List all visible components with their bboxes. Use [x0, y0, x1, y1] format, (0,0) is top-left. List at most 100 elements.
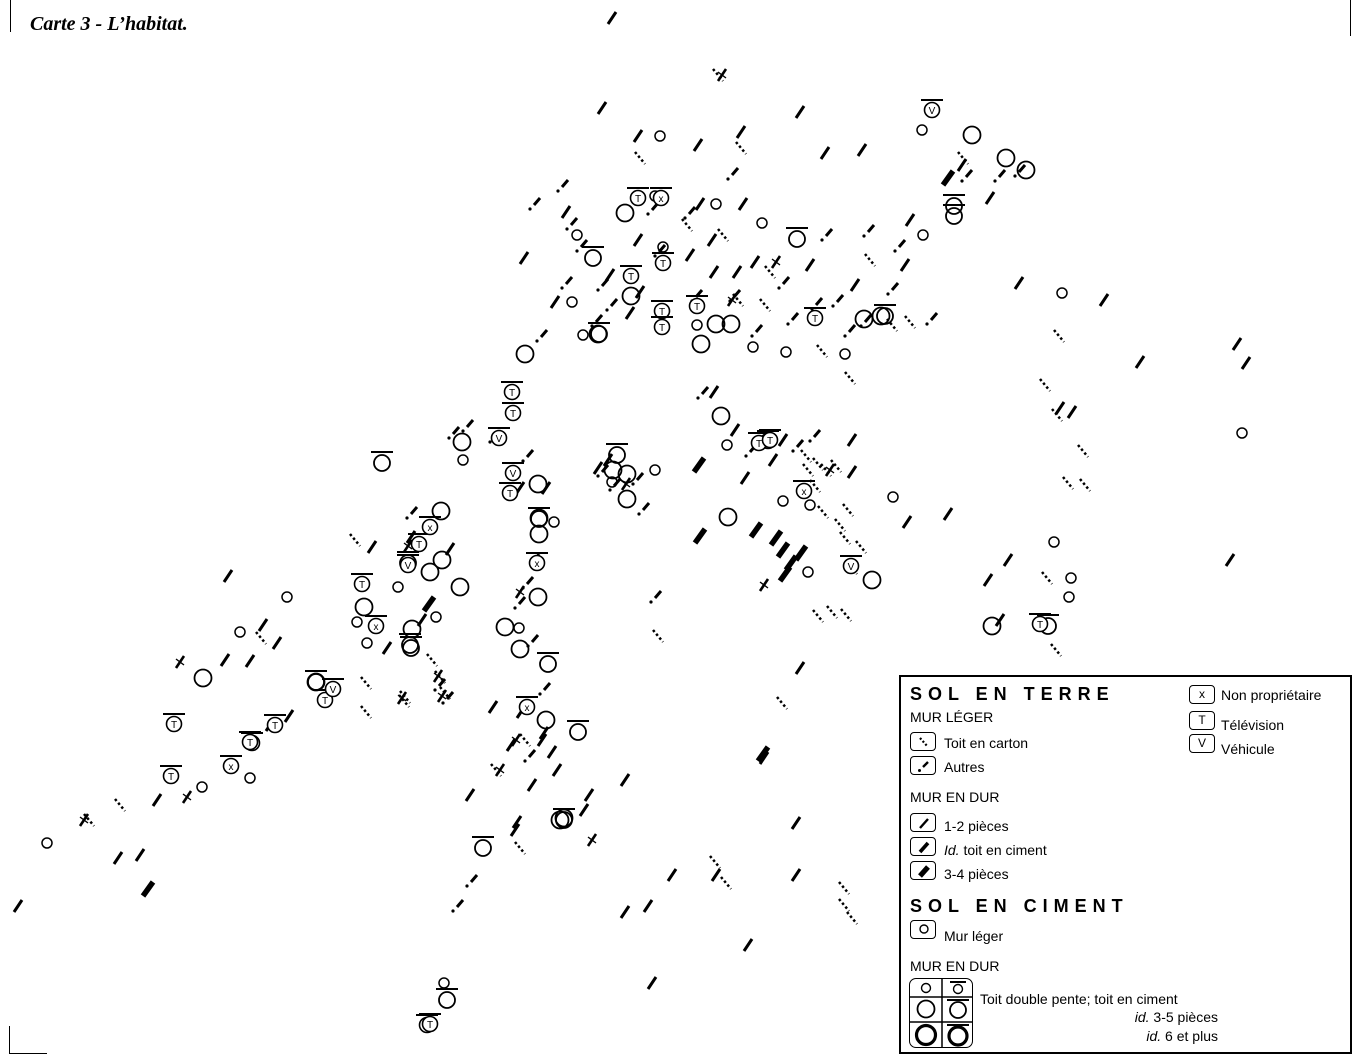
dash-symbol: [509, 823, 521, 837]
circle-with-roof-symbol: [874, 304, 896, 325]
thick-dash-symbol: [421, 595, 437, 613]
circle-with-letter-symbol: T: [239, 731, 261, 751]
circle-symbol: [41, 837, 53, 849]
legend-label-6-plus-rest: 6 et plus: [1161, 1028, 1218, 1044]
dot-dash-symbol: [649, 590, 663, 604]
dot-dash-symbol: [538, 682, 552, 696]
circle-with-roof-symbol: [400, 636, 422, 657]
dotted-dash-symbol: [817, 505, 829, 519]
circle-with-roof-symbol: [537, 652, 559, 673]
circle-symbol: [649, 464, 661, 476]
cross-dash-symbol: [514, 585, 526, 599]
cross-dash-symbol: [436, 689, 448, 703]
svg-text:T: T: [416, 540, 422, 551]
circle-symbol: [982, 616, 1002, 636]
circle-symbol: [536, 710, 556, 730]
dash-symbol: [692, 138, 704, 152]
dash-symbol: [526, 778, 538, 792]
dot-dash-symbol: [993, 169, 1007, 183]
circle-symbol: [495, 617, 515, 637]
svg-text:T: T: [812, 314, 818, 325]
dash-symbol: [767, 453, 779, 467]
svg-text:x: x: [535, 559, 540, 570]
circle-with-letter-symbol: T: [652, 252, 674, 272]
dash-symbol: [12, 899, 24, 913]
circle-with-letter-symbol: T: [804, 307, 826, 327]
circle-symbol: [577, 329, 589, 341]
dash-symbol: [1013, 276, 1025, 290]
dot-dash-symbol: [925, 312, 939, 326]
circle-symbol: [420, 562, 440, 582]
legend-label-3-5-pieces: id. 3-5 pièces: [1135, 1009, 1218, 1025]
dash-symbol: [901, 515, 913, 529]
svg-text:T: T: [247, 738, 253, 749]
legend-label-3-4-pieces: 3-4 pièces: [944, 866, 1009, 882]
dot-dash-symbol: [843, 324, 857, 338]
dot-dash-symbol: [596, 278, 610, 292]
dotted-dash-symbol: [652, 629, 664, 643]
thick-dash-symbol: [775, 541, 791, 559]
dot-dash-symbol: [441, 691, 455, 705]
dotted-dash-symbol: [802, 463, 814, 477]
legend: SOL EN TERRE MUR LÉGER Toit en carton Au…: [899, 675, 1352, 1054]
circle-symbol: [431, 501, 451, 521]
circle-with-letter-symbol: T: [502, 402, 524, 422]
dash-symbol: [777, 433, 789, 447]
frame-corner-horizontal: [9, 1053, 47, 1054]
dash-symbol: [710, 868, 722, 882]
svg-text:T: T: [628, 272, 634, 283]
circle-with-letter-symbol: x: [650, 187, 672, 207]
dash-symbol: [819, 146, 831, 160]
dash-symbol: [758, 751, 770, 765]
cross-dash-symbol: [824, 463, 836, 477]
dash-symbol: [634, 285, 646, 299]
dash-symbol: [694, 197, 706, 211]
circle-with-letter-symbol: V: [502, 462, 524, 482]
dash-symbol: [624, 306, 636, 320]
circle-symbol: [654, 130, 666, 142]
circle-with-letter-symbol: V: [840, 555, 862, 575]
dot-dash-symbol: [637, 502, 651, 516]
thick-dash-symbol: [692, 527, 708, 545]
dot-dash-symbol: [750, 324, 764, 338]
dot-dash-symbol: [646, 202, 660, 216]
dotted-dash-symbol: [838, 898, 850, 912]
thick-dash-symbol: [748, 521, 764, 539]
circle-with-roof-symbol: [553, 808, 575, 829]
dash-symbol: [1098, 293, 1110, 307]
svg-text:x: x: [374, 622, 379, 633]
circle-symbol: [1056, 287, 1068, 299]
dash-symbol: [904, 213, 916, 227]
circle-symbol: [234, 626, 246, 638]
circle-with-letter-symbol: V: [322, 678, 344, 698]
svg-text:T: T: [660, 259, 666, 270]
circle-with-letter-symbol: T: [264, 714, 286, 734]
legend-heading-sol-terre: SOL EN TERRE: [910, 684, 1115, 704]
legend-label-id-italic: Id.: [944, 842, 960, 858]
circle-with-roof-symbol: [528, 507, 550, 528]
television-legend-icon: T: [1189, 711, 1215, 730]
dotted-dash-symbol: [681, 218, 693, 232]
dot-dash-symbol: [608, 478, 622, 492]
svg-text:T: T: [694, 302, 700, 313]
dash-symbol: [804, 258, 816, 272]
circle-symbol: [528, 474, 548, 494]
circle-symbol: [1016, 160, 1036, 180]
cross-dash-symbol: [396, 691, 408, 705]
dotted-dash-symbol: [735, 141, 747, 155]
dash-symbol: [464, 788, 476, 802]
circle-symbol: [548, 516, 560, 528]
dotted-dash-symbol: [834, 518, 846, 532]
circle-symbol: [606, 476, 618, 488]
dash-symbol: [222, 569, 234, 583]
thick-dash-symbol: [940, 169, 956, 187]
non-proprietaire-legend-icon: x: [1189, 685, 1215, 704]
circle-symbol: [839, 348, 851, 360]
dot-dash-symbol: [556, 179, 570, 193]
svg-text:T: T: [272, 721, 278, 732]
svg-text:T: T: [1037, 620, 1043, 631]
circle-with-letter-symbol: T: [163, 713, 185, 733]
cross-dash-symbol: [78, 813, 90, 827]
circle-with-letter-symbol: x: [419, 516, 441, 536]
